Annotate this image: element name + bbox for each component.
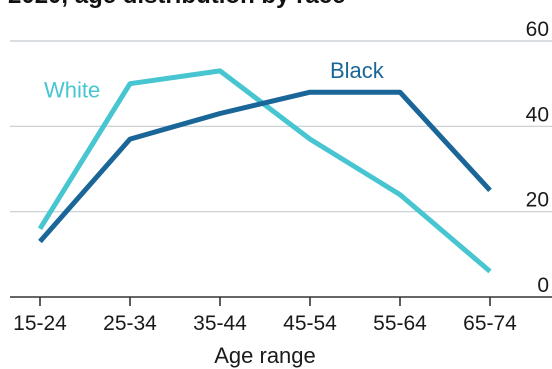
series-lines (37, 68, 492, 274)
x-axis: 15-24 25-34 35-44 45-54 55-64 65-74 (10, 296, 552, 335)
gridlines (10, 40, 552, 213)
x-tick-label-35-44: 35-44 (193, 312, 247, 335)
y-axis-tick-labels: 0 20 40 60 (526, 18, 549, 297)
x-tick-label-65-74: 65-74 (463, 312, 517, 335)
x-tick-label-55-64: 55-64 (373, 312, 427, 335)
y-tick-label-20: 20 (526, 189, 549, 212)
y-tick-label-60: 60 (526, 18, 549, 41)
y-tick-label-40: 40 (526, 103, 549, 126)
chart-title: 2020, age distribution by race (8, 0, 345, 9)
series-label-black: Black (330, 58, 385, 83)
y-tick-label-0: 0 (537, 274, 549, 297)
series-label-white: White (44, 78, 100, 103)
x-tick-label-45-54: 45-54 (283, 312, 337, 335)
x-axis-title: Age range (214, 343, 316, 368)
series-labels: White Black (44, 58, 385, 102)
x-tick-label-25-34: 25-34 (103, 312, 157, 335)
x-tick-label-15-24: 15-24 (13, 312, 67, 335)
series-line-black (38, 89, 492, 244)
